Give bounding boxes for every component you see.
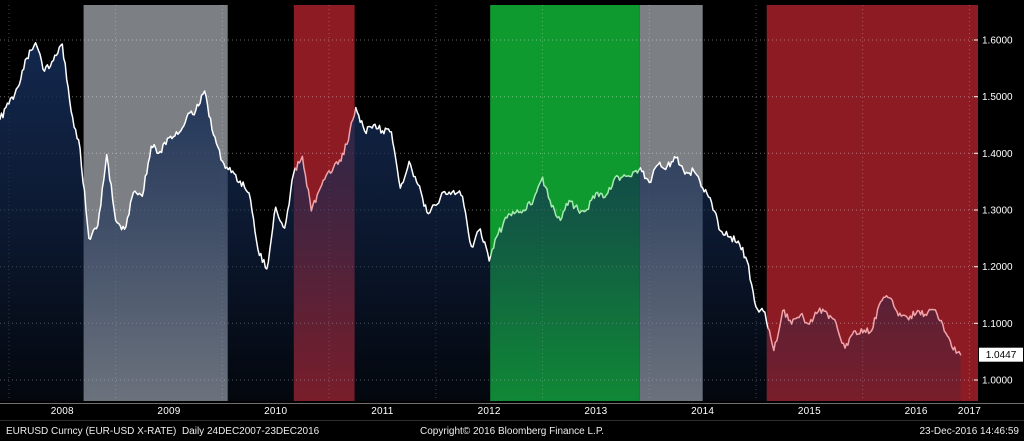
price-line [489, 167, 642, 257]
price-line [294, 106, 357, 212]
price-line [355, 106, 492, 262]
x-axis: 2008 2009 2010 2011 2012 2013 2014 2015 2016 2017 [0, 403, 1024, 421]
y-axis-tick-label: 1.3000 [982, 206, 1013, 217]
timestamp: 23-Dec-2016 14:46:59 [919, 426, 1019, 437]
y-axis-tick-label: 1.4000 [982, 149, 1013, 160]
price-line [639, 155, 769, 329]
x-axis-year-label: 2013 [584, 406, 608, 417]
y-axis-tick-label: 1.2000 [982, 262, 1013, 273]
price-line [767, 294, 962, 356]
copyright-text: Copyright© 2016 Bloomberg Finance L.P. [420, 426, 604, 437]
svg-text:1.0447: 1.0447 [986, 350, 1017, 361]
x-axis-year-label: 2017 [957, 406, 981, 417]
price-line [0, 42, 296, 270]
y-axis-tick-label: 1.1000 [982, 319, 1013, 330]
y-axis-tick-label: 1.0000 [982, 376, 1013, 387]
security-description: EURUSD Curncy (EUR-USD X-RATE) Daily 24D… [6, 426, 320, 437]
last-price-label: 1.0447 [979, 347, 1023, 362]
x-axis-year-label: 2009 [157, 406, 181, 417]
x-axis-year-label: 2016 [904, 406, 928, 417]
y-axis-tick-label: 1.6000 [982, 36, 1013, 47]
y-axis-tick-label: 1.5000 [982, 92, 1013, 103]
x-axis-year-label: 2014 [691, 406, 715, 417]
price-chart[interactable]: 1.0000 1.1000 1.2000 1.3000 1.4000 1.5000 1.60… [0, 0, 1024, 403]
x-axis-year-label: 2015 [797, 406, 821, 417]
price-area-fill [0, 42, 961, 402]
x-axis-year-label: 2012 [477, 406, 501, 417]
x-axis-year-label: 2008 [50, 406, 74, 417]
status-footer: EURUSD Curncy (EUR-USD X-RATE) Daily 24D… [0, 420, 1024, 441]
x-axis-year-label: 2011 [371, 406, 394, 417]
x-axis-year-label: 2010 [264, 406, 288, 417]
